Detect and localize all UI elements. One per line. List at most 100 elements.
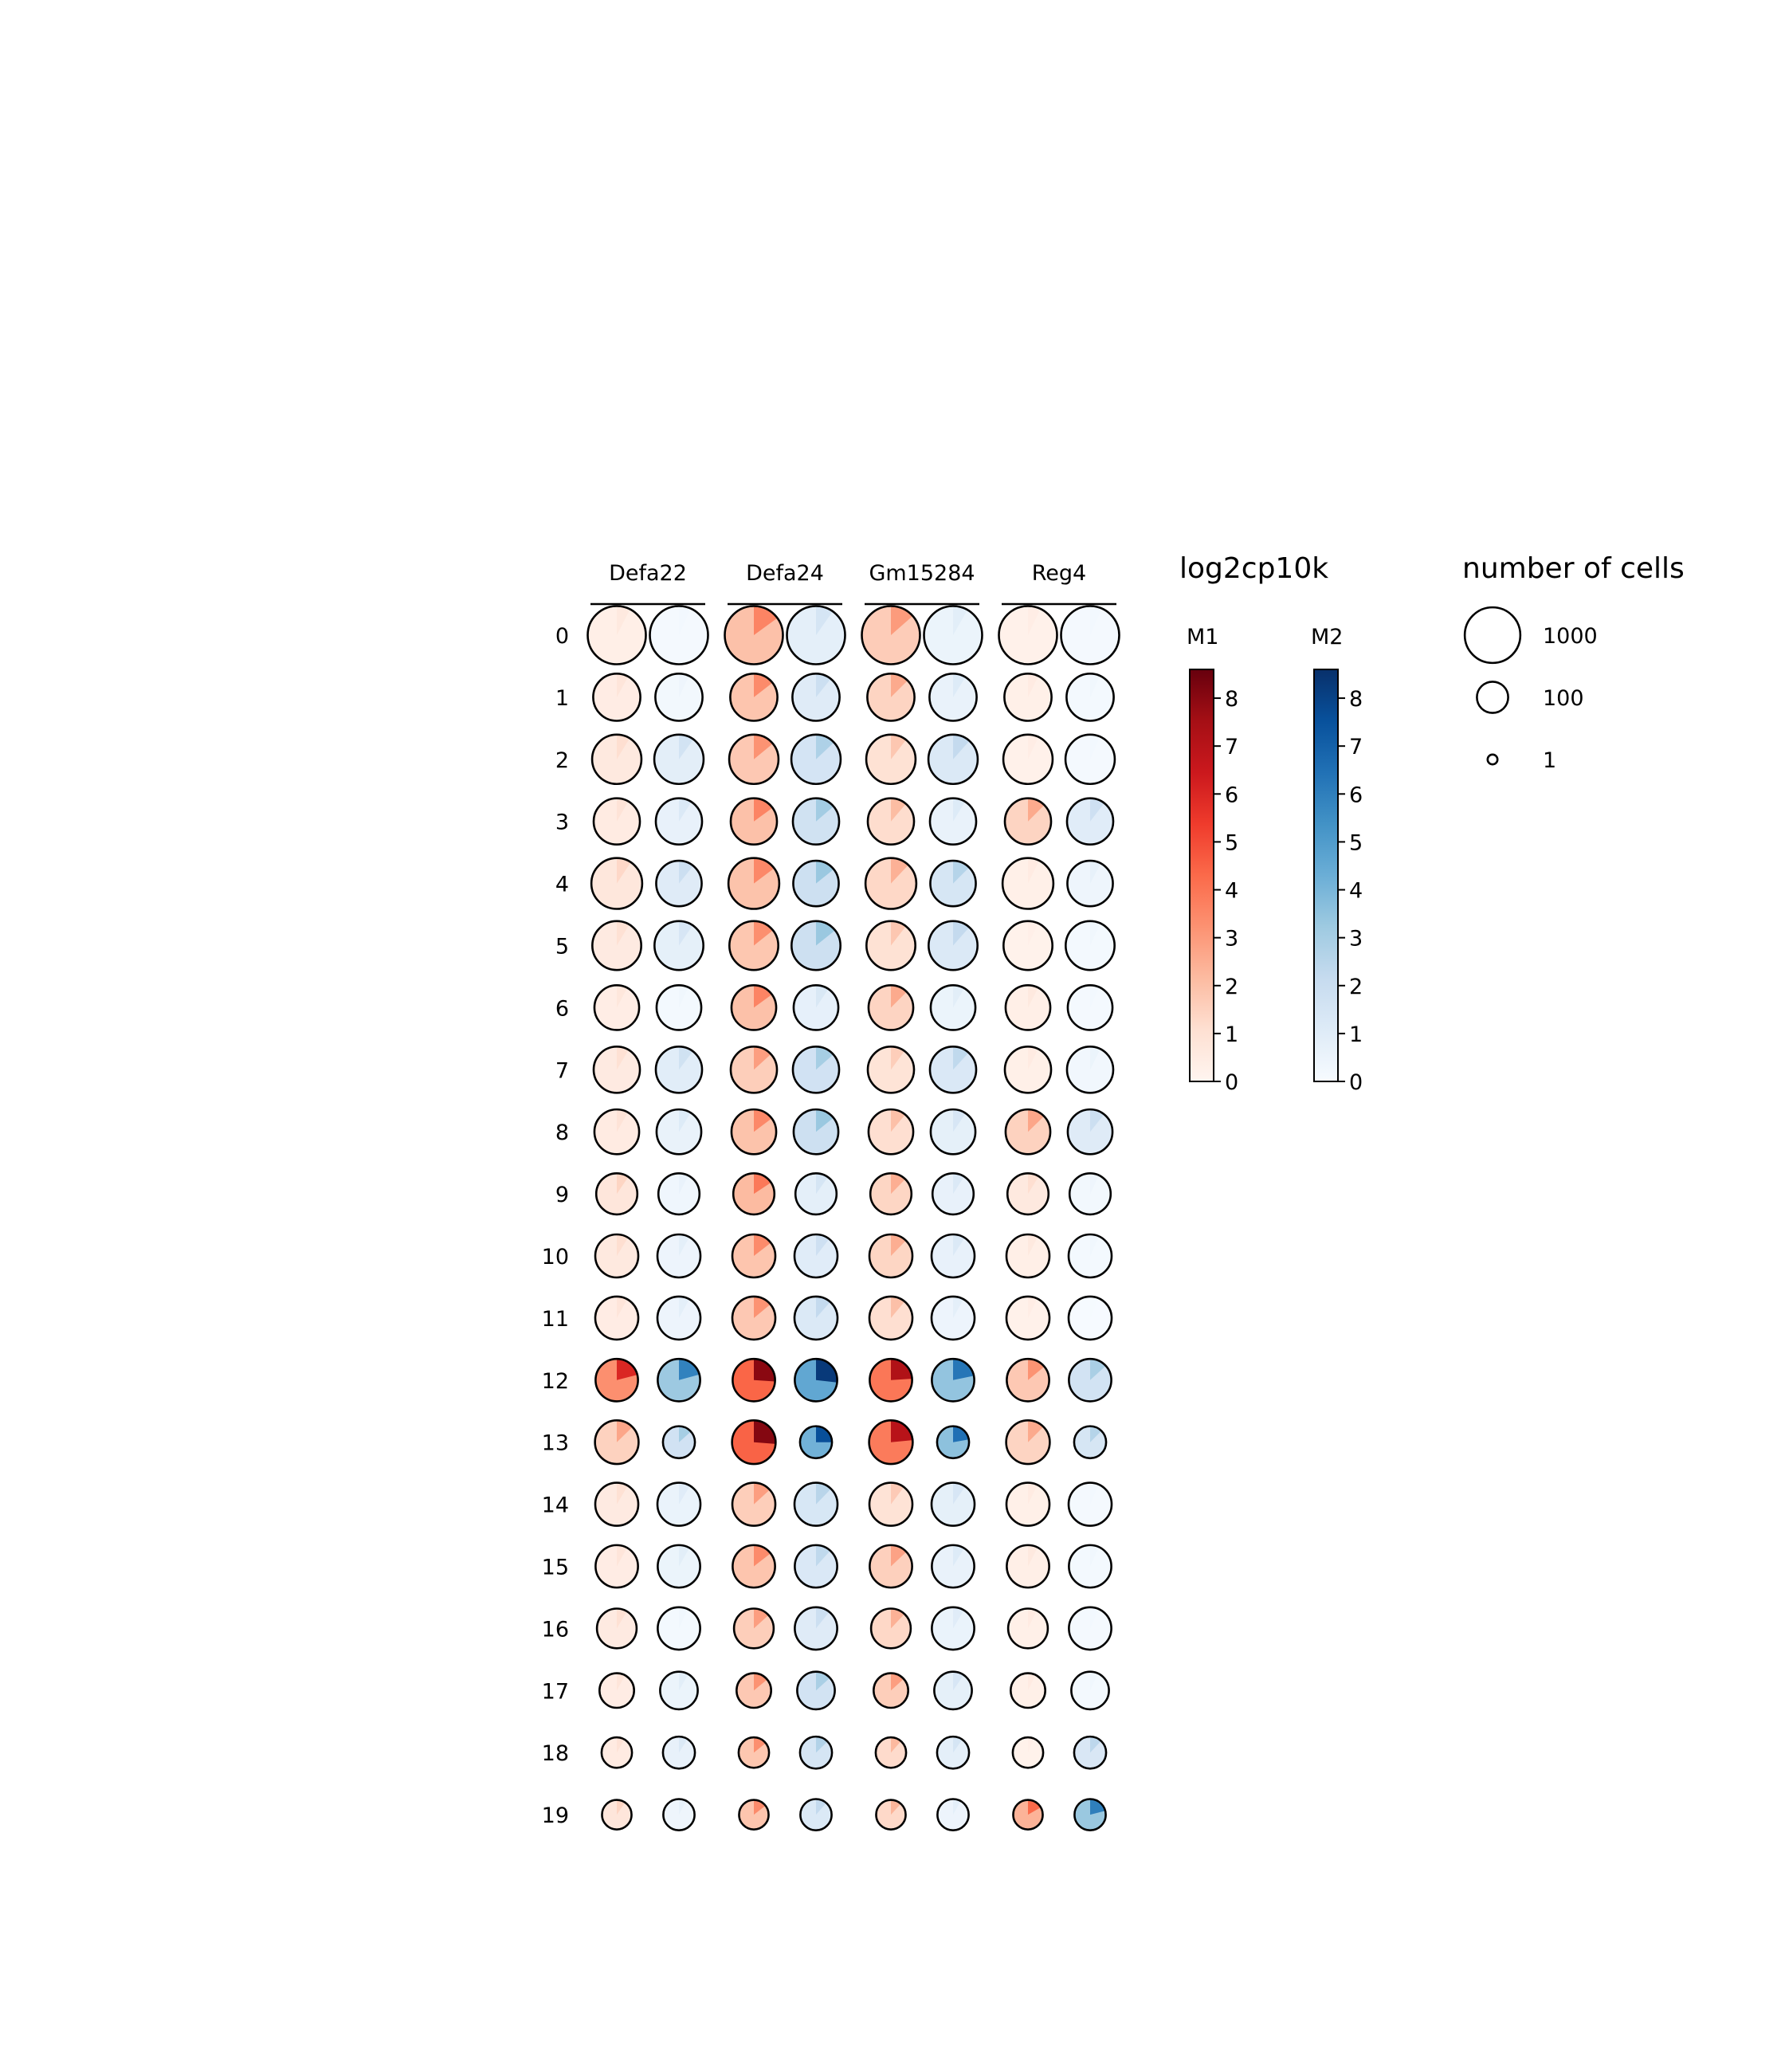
colorbar-tick-label: 4 <box>1225 879 1238 904</box>
dot-m2-wedge <box>679 673 689 697</box>
dot-m1 <box>594 1419 640 1466</box>
dot-m2-outline <box>799 1798 833 1832</box>
dot-m1-outline <box>731 1233 777 1279</box>
dot-m1-wedge <box>617 857 631 884</box>
dot-m2 <box>656 1295 702 1341</box>
dot-m2-wedge <box>816 1607 830 1629</box>
dot-m2 <box>1073 1735 1108 1770</box>
dot-m2-wedge <box>679 1173 688 1195</box>
dot-m1 <box>732 1171 776 1216</box>
dot-m1-wedge <box>617 1420 633 1442</box>
dot-m2 <box>931 1357 975 1403</box>
gene-label: Gm15284 <box>869 561 975 586</box>
dot-m1-outline <box>729 1045 779 1094</box>
dot-m1 <box>729 1045 779 1094</box>
dot-m2-base <box>660 1671 698 1709</box>
dot-m1-outline <box>869 1171 913 1216</box>
dot-m2-outline <box>661 1735 696 1770</box>
dot-m1 <box>864 857 918 910</box>
colorbar-tick-label: 8 <box>1225 687 1238 712</box>
dot-m2-wedge <box>679 1544 690 1567</box>
dot-m2-base <box>930 861 976 907</box>
size-legend-marker <box>1463 606 1522 665</box>
colorbar-tick-label: 5 <box>1225 830 1238 855</box>
dot-m1 <box>1006 1171 1050 1216</box>
size-legend-label: 1000 <box>1543 624 1598 649</box>
dot-m1 <box>732 1544 776 1589</box>
dot-m1-outline <box>998 605 1058 665</box>
dot-m1 <box>732 1607 775 1650</box>
dot-m2 <box>656 1481 702 1527</box>
dot-m2-wedge <box>1090 1109 1104 1132</box>
dot-m1-outline <box>1004 984 1052 1031</box>
colorbar-tick-label: 2 <box>1225 975 1238 999</box>
cluster-label: 3 <box>555 810 569 835</box>
dot-m2 <box>659 1670 699 1711</box>
dot-m1-outline <box>866 1045 916 1094</box>
dot-m1-wedge <box>891 1737 901 1753</box>
dot-m2-wedge <box>1090 1046 1100 1070</box>
dot-m1-outline <box>1001 857 1055 910</box>
dot-m2-wedge <box>816 1799 826 1815</box>
dot-m1 <box>593 984 641 1031</box>
dot-m2-base <box>794 1296 838 1340</box>
dot-m1-outline <box>590 733 643 786</box>
dot-m2-wedge <box>953 606 968 635</box>
dot-m2-outline <box>798 1735 834 1770</box>
dot-m1 <box>591 920 642 971</box>
dot-m1-wedge <box>617 606 630 635</box>
dot-m2-wedge <box>1090 1799 1105 1815</box>
dot-m2-wedge <box>816 1109 834 1132</box>
dot-m2 <box>799 1798 833 1832</box>
dot-m1-wedge <box>891 1673 904 1691</box>
dot-m1 <box>865 733 917 786</box>
cluster-label: 11 <box>542 1307 569 1332</box>
dot-m2 <box>936 1798 970 1832</box>
dot-m2-wedge <box>679 920 693 946</box>
dot-m1-wedge <box>1028 920 1038 946</box>
colorbar-tick-label: 7 <box>1349 735 1363 759</box>
dot-m1-wedge <box>1028 857 1040 884</box>
dot-m2 <box>662 1798 696 1832</box>
dot-m2-outline <box>1065 797 1115 846</box>
dot-m2-wedge <box>679 1234 690 1256</box>
dot-m1 <box>1002 733 1054 786</box>
dot-m1 <box>731 1419 777 1466</box>
dot-m2-outline <box>657 1171 701 1216</box>
colorbar-label: M2 <box>1311 625 1343 649</box>
dot-m2-wedge <box>953 1799 961 1815</box>
dot-m1-outline <box>594 1419 640 1466</box>
cluster-label: 10 <box>542 1245 569 1269</box>
dot-m1-wedge <box>617 1234 629 1256</box>
dot-m2-outline <box>931 1171 975 1216</box>
dot-m2-outline <box>654 672 704 722</box>
dot-m2-outline <box>790 733 842 786</box>
dot-m1 <box>1005 1481 1051 1527</box>
dot-m2-outline <box>936 1798 970 1832</box>
dot-m1 <box>728 920 779 971</box>
dot-m2 <box>653 733 705 786</box>
dot-m2-wedge <box>953 920 970 946</box>
dot-m1 <box>868 1481 914 1527</box>
dot-m2 <box>929 859 977 908</box>
dot-m1 <box>594 1357 639 1403</box>
dot-m2-outline <box>791 1045 841 1094</box>
dot-m2 <box>794 1357 838 1403</box>
color-legend-title: log2cp10k <box>1179 552 1328 585</box>
dot-m2-wedge <box>953 1234 965 1256</box>
dot-m1 <box>1004 984 1052 1031</box>
dot-m2-wedge <box>816 1671 830 1691</box>
dot-m1-outline <box>861 605 921 665</box>
dot-m1 <box>738 1799 770 1831</box>
dot-m1-wedge <box>754 1296 771 1318</box>
dot-m1 <box>1003 672 1053 722</box>
dot-m2 <box>654 1045 704 1094</box>
dot-m2-wedge <box>679 985 688 1008</box>
dot-m1-wedge <box>754 1359 775 1382</box>
dot-m1-wedge <box>617 1608 627 1629</box>
dot-m2 <box>928 797 978 846</box>
dot-m2 <box>1066 859 1114 908</box>
dot-m1-outline <box>729 797 779 846</box>
dot-m2-outline <box>1067 1233 1113 1279</box>
